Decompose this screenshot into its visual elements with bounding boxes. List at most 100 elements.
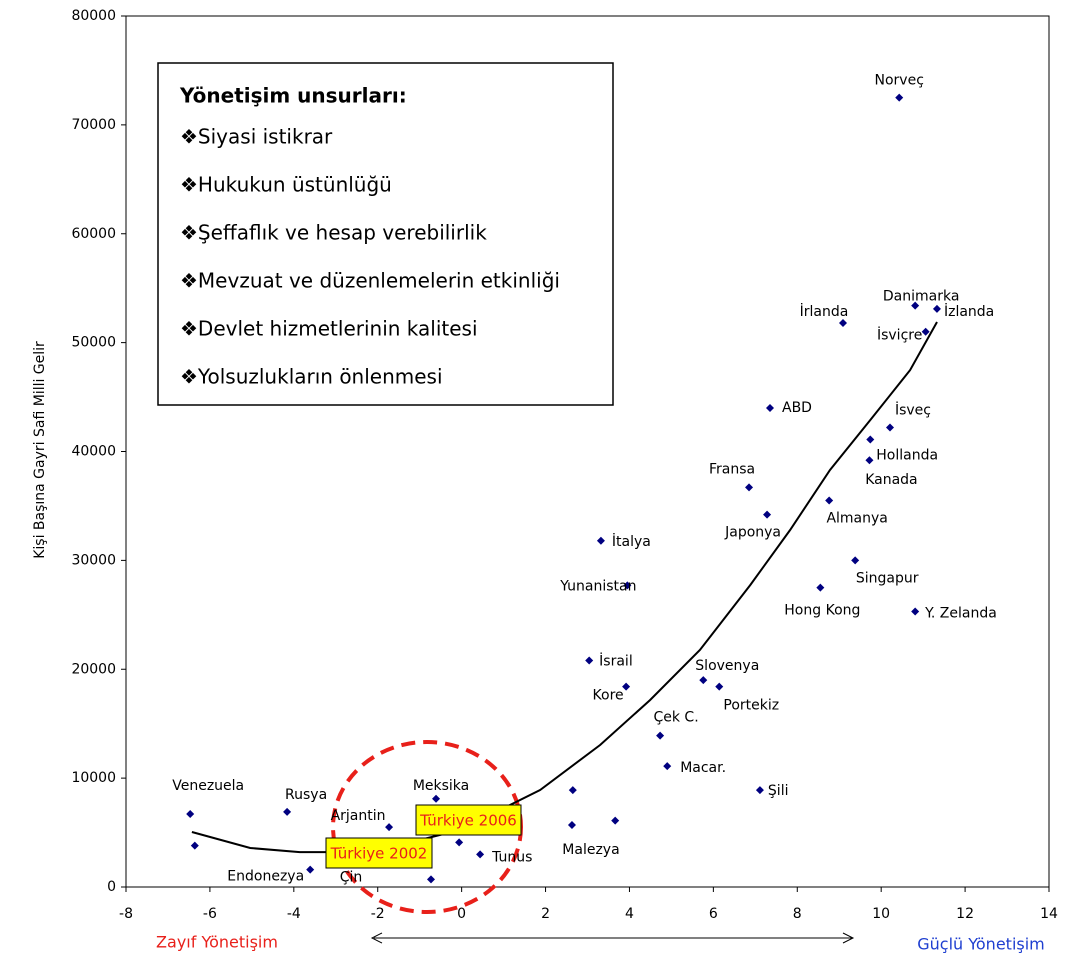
point-label: İsveç: [895, 401, 931, 419]
point: [745, 483, 754, 492]
point-label: Portekiz: [723, 698, 779, 714]
point: [699, 676, 708, 685]
weak-label: Zayıf Yönetişim: [156, 933, 278, 952]
point: [190, 841, 199, 850]
point-label: Venezuela: [172, 778, 244, 794]
point: [306, 865, 315, 874]
x-tick-label: 10: [872, 906, 890, 922]
x-tick-label: -8: [119, 906, 133, 922]
x-tick-label: 0: [457, 906, 466, 922]
point: [611, 816, 620, 825]
point: [865, 456, 874, 465]
y-tick-label: 0: [107, 879, 116, 895]
point: [766, 403, 775, 412]
point-label: Macar.: [680, 760, 726, 776]
legend-box: [157, 62, 614, 406]
point: [885, 423, 894, 432]
point-label: Kore: [593, 688, 624, 704]
point: [385, 823, 394, 832]
strong-label: Güçlü Yönetişim: [917, 935, 1045, 954]
point-label: ABD: [782, 400, 812, 416]
annotation-box: [325, 837, 433, 869]
y-tick-label: 60000: [71, 226, 116, 242]
legend-item: ❖Yolsuzlukların önlenmesi: [180, 365, 443, 389]
point: [851, 556, 860, 565]
point: [839, 319, 848, 328]
point-label: Rusya: [285, 787, 327, 803]
point: [911, 301, 920, 310]
point-label: Kanada: [865, 472, 917, 488]
point: [663, 762, 672, 771]
legend-item: ❖Siyasi istikrar: [180, 125, 333, 149]
point-label: Singapur: [856, 570, 919, 586]
point-label: İrlanda: [800, 302, 849, 320]
trend-line: [191, 321, 938, 854]
point: [656, 731, 665, 740]
x-tick-label: 2: [541, 906, 550, 922]
point-label: Y. Zelanda: [924, 606, 997, 622]
point-label: Japonya: [724, 525, 781, 541]
point: [911, 607, 920, 616]
point-label: Çin: [340, 869, 363, 885]
point-label: İzlanda: [944, 302, 994, 320]
point-label: Almanya: [826, 510, 887, 526]
point: [455, 838, 464, 847]
legend-item: ❖Devlet hizmetlerinin kalitesi: [180, 317, 478, 341]
point-label: İtalya: [612, 532, 651, 550]
x-tick-label: -4: [287, 906, 301, 922]
y-axis-label: Kişi Başına Gayri Safi Milli Gelir: [32, 341, 48, 559]
point: [816, 583, 825, 592]
annotation-box: [415, 804, 522, 836]
point-label: Tunus: [491, 849, 532, 865]
point-label: Yunanistan: [559, 578, 636, 594]
point: [427, 875, 436, 884]
point: [921, 327, 930, 336]
point: [866, 435, 875, 444]
x-tick-label: 4: [625, 906, 634, 922]
point: [186, 810, 195, 819]
point: [567, 820, 576, 829]
point: [623, 581, 632, 590]
point-label: Slovenya: [695, 658, 759, 674]
point-label: Norveç: [875, 73, 924, 89]
x-tick-label: 14: [1040, 906, 1058, 922]
point-label: Malezya: [562, 842, 619, 858]
point: [585, 656, 594, 665]
legend-title: Yönetişim unsurları:: [179, 84, 407, 108]
point-label: Şili: [768, 783, 789, 799]
y-tick-label: 80000: [71, 8, 116, 24]
point: [476, 850, 485, 859]
point-label: Arjantin: [331, 808, 386, 824]
y-tick-label: 40000: [71, 444, 116, 460]
point-label: Fransa: [709, 461, 755, 477]
point-label: Hollanda: [876, 448, 938, 464]
point: [432, 794, 441, 803]
x-tick-label: 6: [709, 906, 718, 922]
point: [283, 807, 292, 816]
point: [715, 682, 724, 691]
x-tick-label: 12: [956, 906, 974, 922]
annotation-text: Türkiye 2002: [330, 845, 428, 863]
legend-item: ❖Hukukun üstünlüğü: [180, 173, 392, 197]
y-tick-label: 30000: [71, 552, 116, 568]
y-tick-label: 20000: [71, 661, 116, 677]
point: [895, 93, 904, 102]
point-label: Çek C.: [653, 710, 698, 726]
point-label: Endonezya: [227, 869, 304, 885]
point: [763, 510, 772, 519]
y-tick-label: 50000: [71, 335, 116, 351]
x-tick-label: -2: [371, 906, 385, 922]
point: [825, 496, 834, 505]
x-tick-label: 8: [793, 906, 802, 922]
legend-item: ❖Mevzuat ve düzenlemelerin etkinliği: [180, 269, 560, 293]
point: [568, 786, 577, 795]
point-label: Hong Kong: [784, 603, 860, 619]
x-tick-label: -6: [203, 906, 217, 922]
y-tick-label: 70000: [71, 117, 116, 133]
point: [755, 786, 764, 795]
point: [596, 536, 605, 545]
point-label: Danimarka: [883, 289, 960, 305]
y-tick-label: 10000: [71, 770, 116, 786]
